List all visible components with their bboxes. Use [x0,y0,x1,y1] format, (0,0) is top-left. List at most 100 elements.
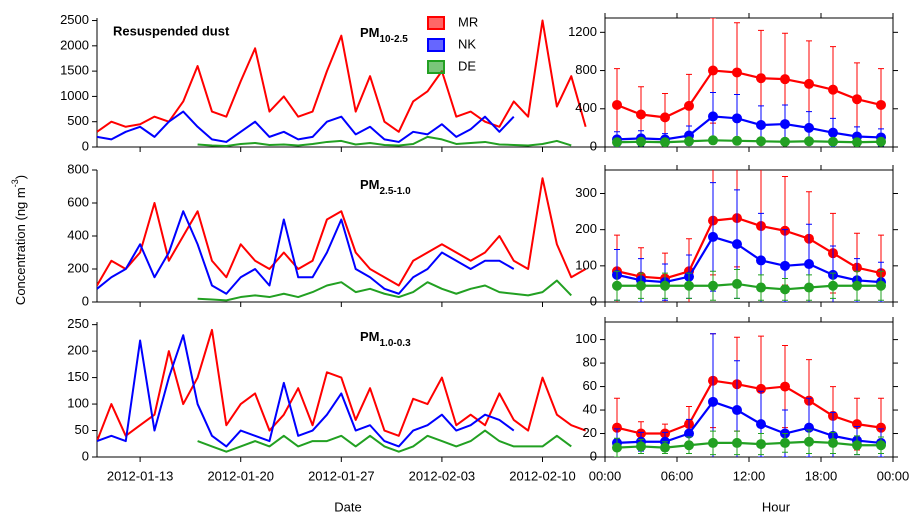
y-tick-label: 100 [67,395,89,410]
marker [804,282,814,293]
marker [756,136,766,147]
marker [732,239,742,250]
marker [708,231,718,242]
y-tick-label: 0 [82,448,89,463]
plot-area [97,177,587,302]
legend-swatch [427,16,445,30]
marker [612,137,622,147]
x-tick-label: 2012-02-10 [509,468,576,483]
marker [876,440,886,451]
marker [660,442,670,453]
y-tick-label: 0 [590,448,597,463]
marker [636,280,646,291]
marker [708,437,718,448]
legend-swatch [427,60,445,74]
marker [876,280,886,291]
y-tick-label: 400 [67,227,89,242]
series-line [97,334,515,448]
marker [732,135,742,146]
series-line [616,217,882,280]
y-tick-label: 0 [82,293,89,308]
y-axis-label-end: ) [13,175,28,179]
y-tick-label: 600 [67,194,89,209]
annotation: Resuspended dust [113,23,230,38]
y-tick-label: 400 [575,100,597,115]
y-axis-label-sup: -3 [10,179,20,187]
y-tick-label: 1200 [568,24,597,39]
legend-label: NK [458,36,476,51]
marker [876,136,886,147]
marker [828,280,838,291]
series-line [616,69,882,119]
marker [804,136,814,147]
marker [780,284,790,295]
y-axis-label: Concentration (ng m-3) [10,175,28,305]
y-tick-label: 60 [583,378,597,393]
x-axis-label: Date [334,499,361,514]
marker [852,280,862,291]
marker [780,381,790,392]
x-tick-label: 2012-01-13 [107,468,174,483]
marker [852,137,862,147]
marker [780,437,790,448]
series-line [616,115,882,141]
plot-frame [604,321,894,458]
marker [756,255,766,266]
marker [756,439,766,450]
marker [804,122,814,133]
y-tick-label: 40 [583,401,597,416]
y-tick-label: 1500 [60,63,89,78]
panel-title-sub: 10-2.5 [380,34,409,45]
x-tick-label: 06:00 [661,468,694,483]
y-tick-label: 200 [67,343,89,358]
marker [876,99,886,110]
marker [732,113,742,124]
marker [732,278,742,289]
marker [612,280,622,291]
y-tick-label: 250 [67,316,89,331]
marker [756,282,766,293]
x-tick-label: 2012-02-03 [409,468,476,483]
plot-area [612,170,886,302]
x-tick-label: 00:00 [589,468,622,483]
marker [756,120,766,131]
y-tick-label: 200 [575,221,597,236]
legend-label: DE [458,58,476,73]
y-tick-label: 1000 [60,88,89,103]
x-axis-label: Hour [762,499,791,514]
y-tick-label: 150 [67,369,89,384]
series-line [97,110,515,143]
panel-title: PM2.5-1.0 [360,177,411,196]
marker [804,436,814,447]
y-tick-label: 800 [575,62,597,77]
marker [660,137,670,147]
marker [708,111,718,122]
marker [684,280,694,291]
marker [684,440,694,451]
marker [636,441,646,452]
plot-area [97,19,587,147]
panel-title-main: PM [360,25,380,40]
plot-area [612,18,886,147]
y-tick-label: 200 [67,260,89,275]
x-tick-label: 18:00 [805,468,838,483]
y-axis-label-text: Concentration (ng m [13,187,28,305]
marker [708,280,718,291]
series-line [97,177,587,287]
y-tick-label: 0 [82,138,89,153]
marker [804,78,814,89]
marker [732,67,742,78]
series-line [197,279,572,302]
marker [828,136,838,147]
plot-area [612,333,886,457]
marker [636,136,646,147]
panel-title-main: PM [360,329,380,344]
marker [828,437,838,448]
marker [612,442,622,453]
marker [828,84,838,95]
marker [732,405,742,416]
series-line [197,429,572,453]
marker [612,99,622,110]
marker [780,136,790,147]
